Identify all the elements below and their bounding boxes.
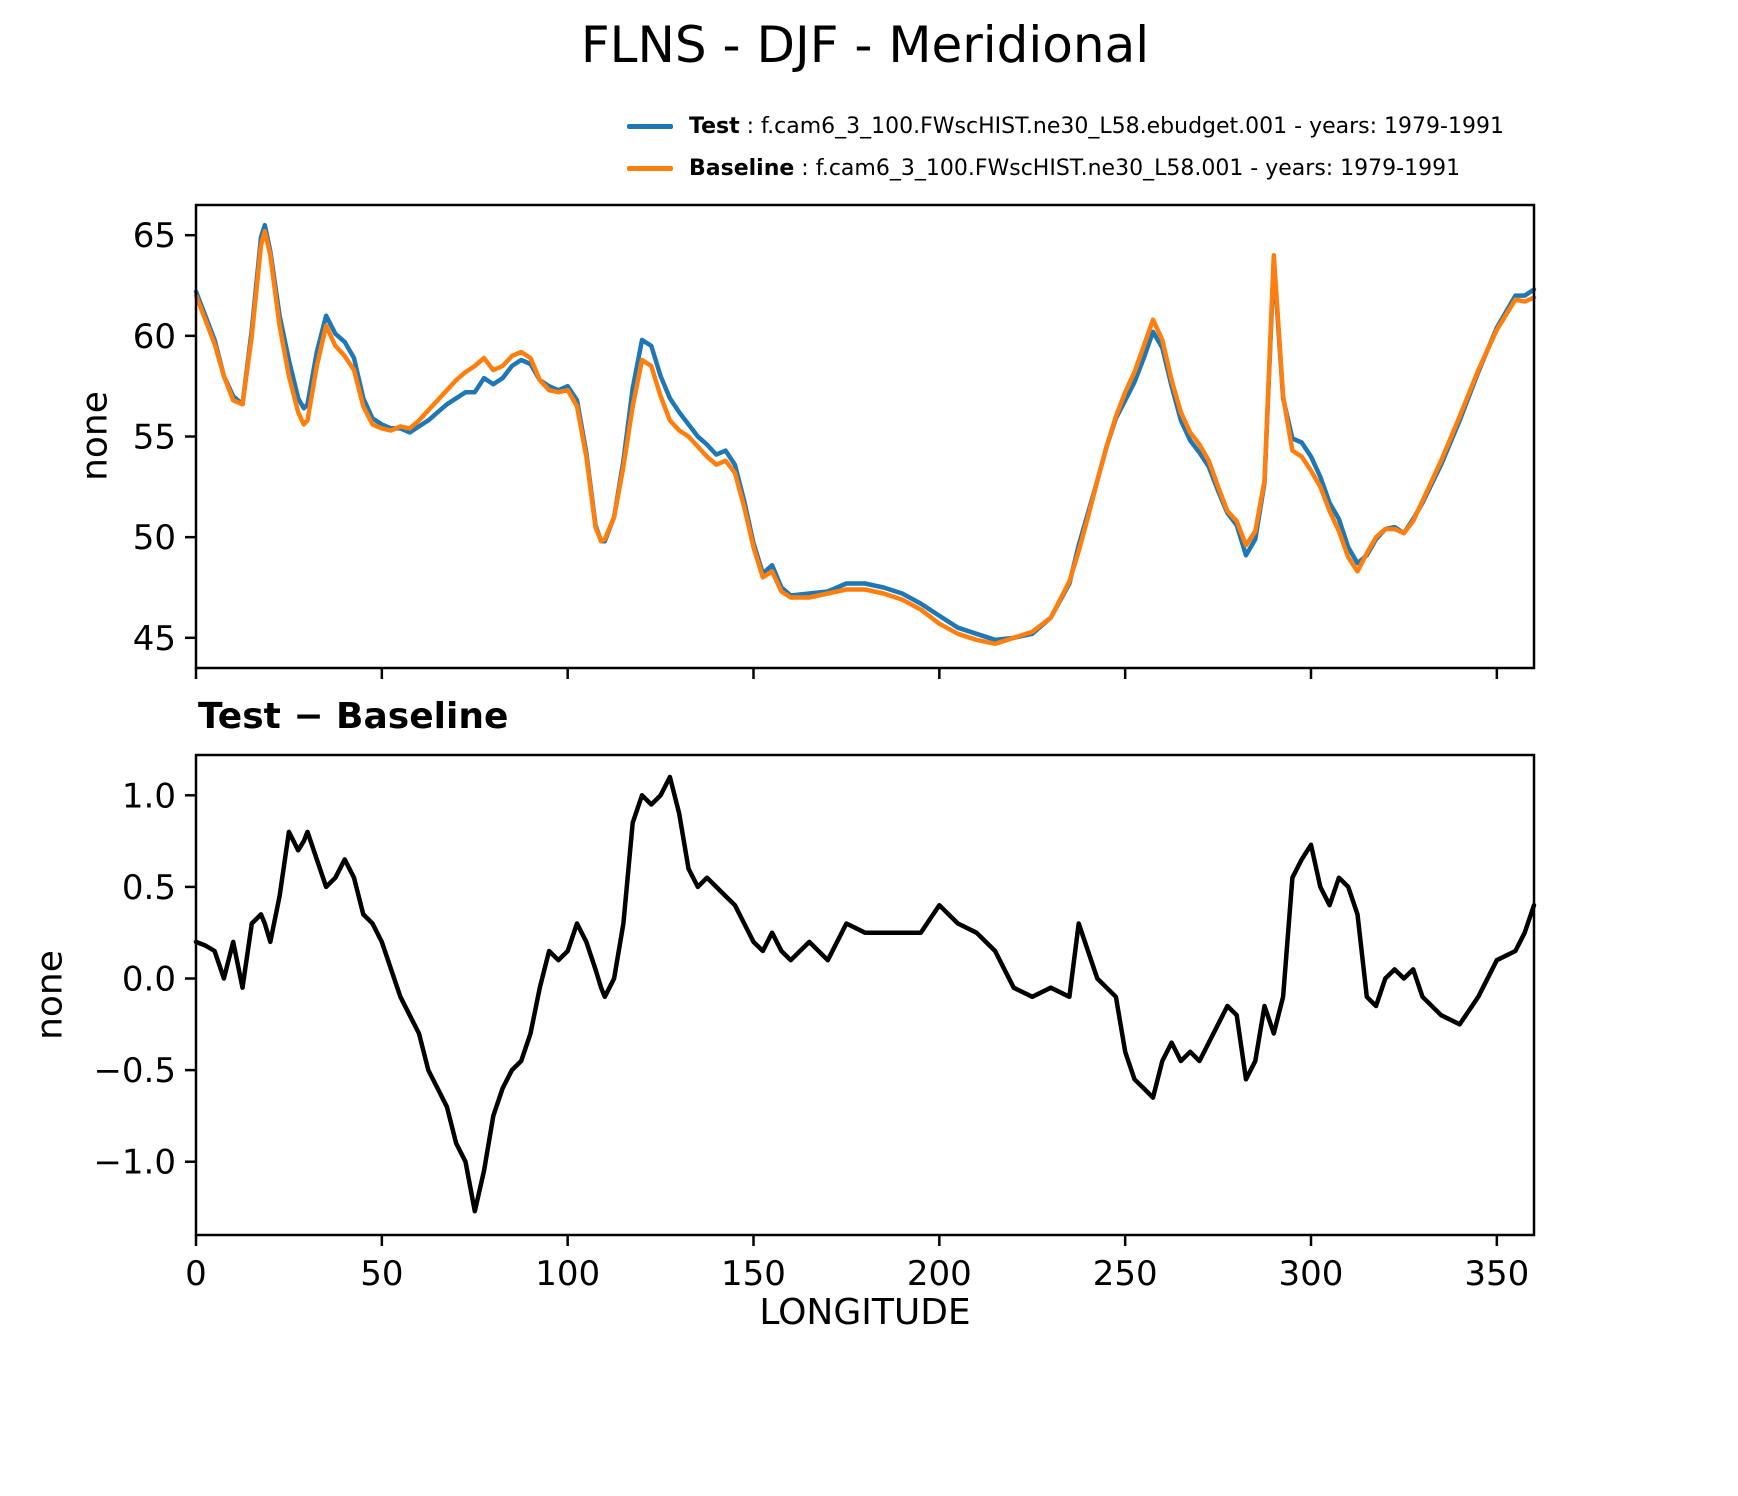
- x-tick-label: 250: [1093, 1254, 1158, 1294]
- test-line: [193, 222, 1537, 643]
- y-tick-label: 1.0: [122, 776, 176, 816]
- x-tick-label: 200: [907, 1254, 972, 1294]
- x-tick-label: 50: [360, 1254, 403, 1294]
- test-line-swatch: [627, 123, 673, 129]
- x-tick-label: 0: [185, 1254, 207, 1294]
- legend-baseline-desc: : f.cam6_3_100.FWscHIST.ne30_L58.001 - y…: [794, 155, 1461, 181]
- y-tick-label: 0.5: [122, 868, 176, 908]
- figure-title: FLNS - DJF - Meridional: [580, 16, 1150, 74]
- legend-item-baseline: Baseline : f.cam6_3_100.FWscHIST.ne30_L5…: [627, 152, 1504, 184]
- y-tick-label: −1.0: [93, 1143, 176, 1183]
- baseline-line: [193, 228, 1537, 647]
- legend-item-test: Test : f.cam6_3_100.FWscHIST.ne30_L58.eb…: [627, 110, 1504, 142]
- y-tick-label: 55: [133, 418, 176, 458]
- y-tick-label: 65: [133, 216, 176, 256]
- y-tick-label: −0.5: [93, 1051, 176, 1091]
- legend-test-desc: : f.cam6_3_100.FWscHIST.ne30_L58.ebudget…: [739, 113, 1504, 139]
- legend-test-label: Test: [689, 113, 740, 139]
- x-tick-label: 350: [1464, 1254, 1529, 1294]
- legend-item-baseline-text: Baseline : f.cam6_3_100.FWscHIST.ne30_L5…: [689, 156, 1460, 181]
- plot-frame: [194, 203, 1536, 670]
- diff-panel-title: Test − Baseline: [198, 696, 509, 737]
- diff-plot: 0 50 100 150 200 250 300 350 −1.0 −0.5 0.0 0.5 1.0: [93, 753, 1537, 1294]
- legend-baseline-label: Baseline: [689, 155, 795, 181]
- top-plot: 45 50 55 60 65: [133, 203, 1537, 679]
- y-tick-label: 45: [133, 619, 176, 659]
- x-tick-label: 150: [721, 1254, 786, 1294]
- y-tick-label: 60: [133, 317, 176, 357]
- test-baseline-line: [193, 774, 1537, 1214]
- legend-item-test-text: Test : f.cam6_3_100.FWscHIST.ne30_L58.eb…: [689, 114, 1504, 139]
- plot-frame: [194, 753, 1536, 1237]
- y-tick-label: 0.0: [122, 960, 176, 1000]
- x-axis-label: LONGITUDE: [759, 1292, 971, 1333]
- x-tick-label: 300: [1279, 1254, 1344, 1294]
- legend: Test : f.cam6_3_100.FWscHIST.ne30_L58.eb…: [627, 110, 1504, 194]
- x-tick-label: 100: [535, 1254, 600, 1294]
- y-tick-label: 50: [133, 518, 176, 558]
- baseline-line-swatch: [627, 165, 673, 171]
